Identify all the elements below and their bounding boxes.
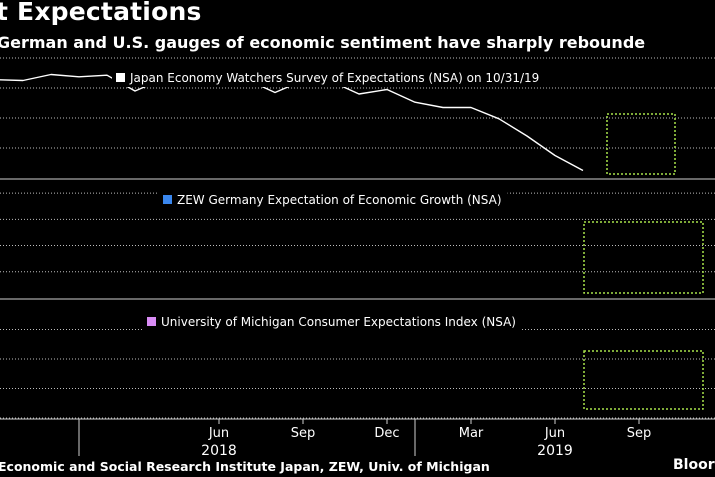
legends: Japan Economy Watchers Survey of Expecta…	[112, 69, 546, 331]
chart-subtitle: German and U.S. gauges of economic senti…	[0, 33, 646, 52]
legend-background	[143, 313, 522, 331]
x-tick-label: Jun	[208, 426, 229, 441]
legend-label-3: University of Michigan Consumer Expectat…	[161, 315, 516, 329]
brand-logo-text: Bloor	[673, 457, 715, 473]
legend-background	[159, 191, 508, 209]
source-note: Economic and Social Research Institute J…	[0, 459, 490, 474]
chart-title: t Expectations	[0, 0, 202, 26]
x-tick-label: Sep	[291, 426, 316, 441]
legend-swatch-3	[147, 317, 156, 326]
year-label: 2019	[537, 443, 573, 459]
series-lines	[0, 73, 584, 172]
highlight-box	[606, 113, 676, 175]
highlight-box	[583, 221, 704, 294]
x-tick-label: Dec	[374, 426, 399, 441]
highlight-box	[583, 350, 704, 410]
legend-swatch-1	[116, 73, 125, 82]
x-tick-label: Sep	[627, 426, 652, 441]
x-axis: Jun Sep Dec Mar Jun Sep 2018 2019	[0, 418, 715, 459]
legend-background	[112, 69, 546, 87]
legend-label-1: Japan Economy Watchers Survey of Expecta…	[129, 71, 539, 85]
legend-swatch-2	[163, 195, 172, 204]
x-tick-label: Mar	[459, 426, 484, 441]
x-tick-label: Jun	[544, 426, 565, 441]
grid-lines	[0, 57, 715, 419]
highlight-boxes	[583, 113, 704, 410]
panel-dividers	[0, 178, 715, 300]
series-line-1	[0, 73, 584, 172]
year-label: 2018	[201, 443, 237, 459]
legend-label-2: ZEW Germany Expectation of Economic Grow…	[177, 193, 502, 207]
